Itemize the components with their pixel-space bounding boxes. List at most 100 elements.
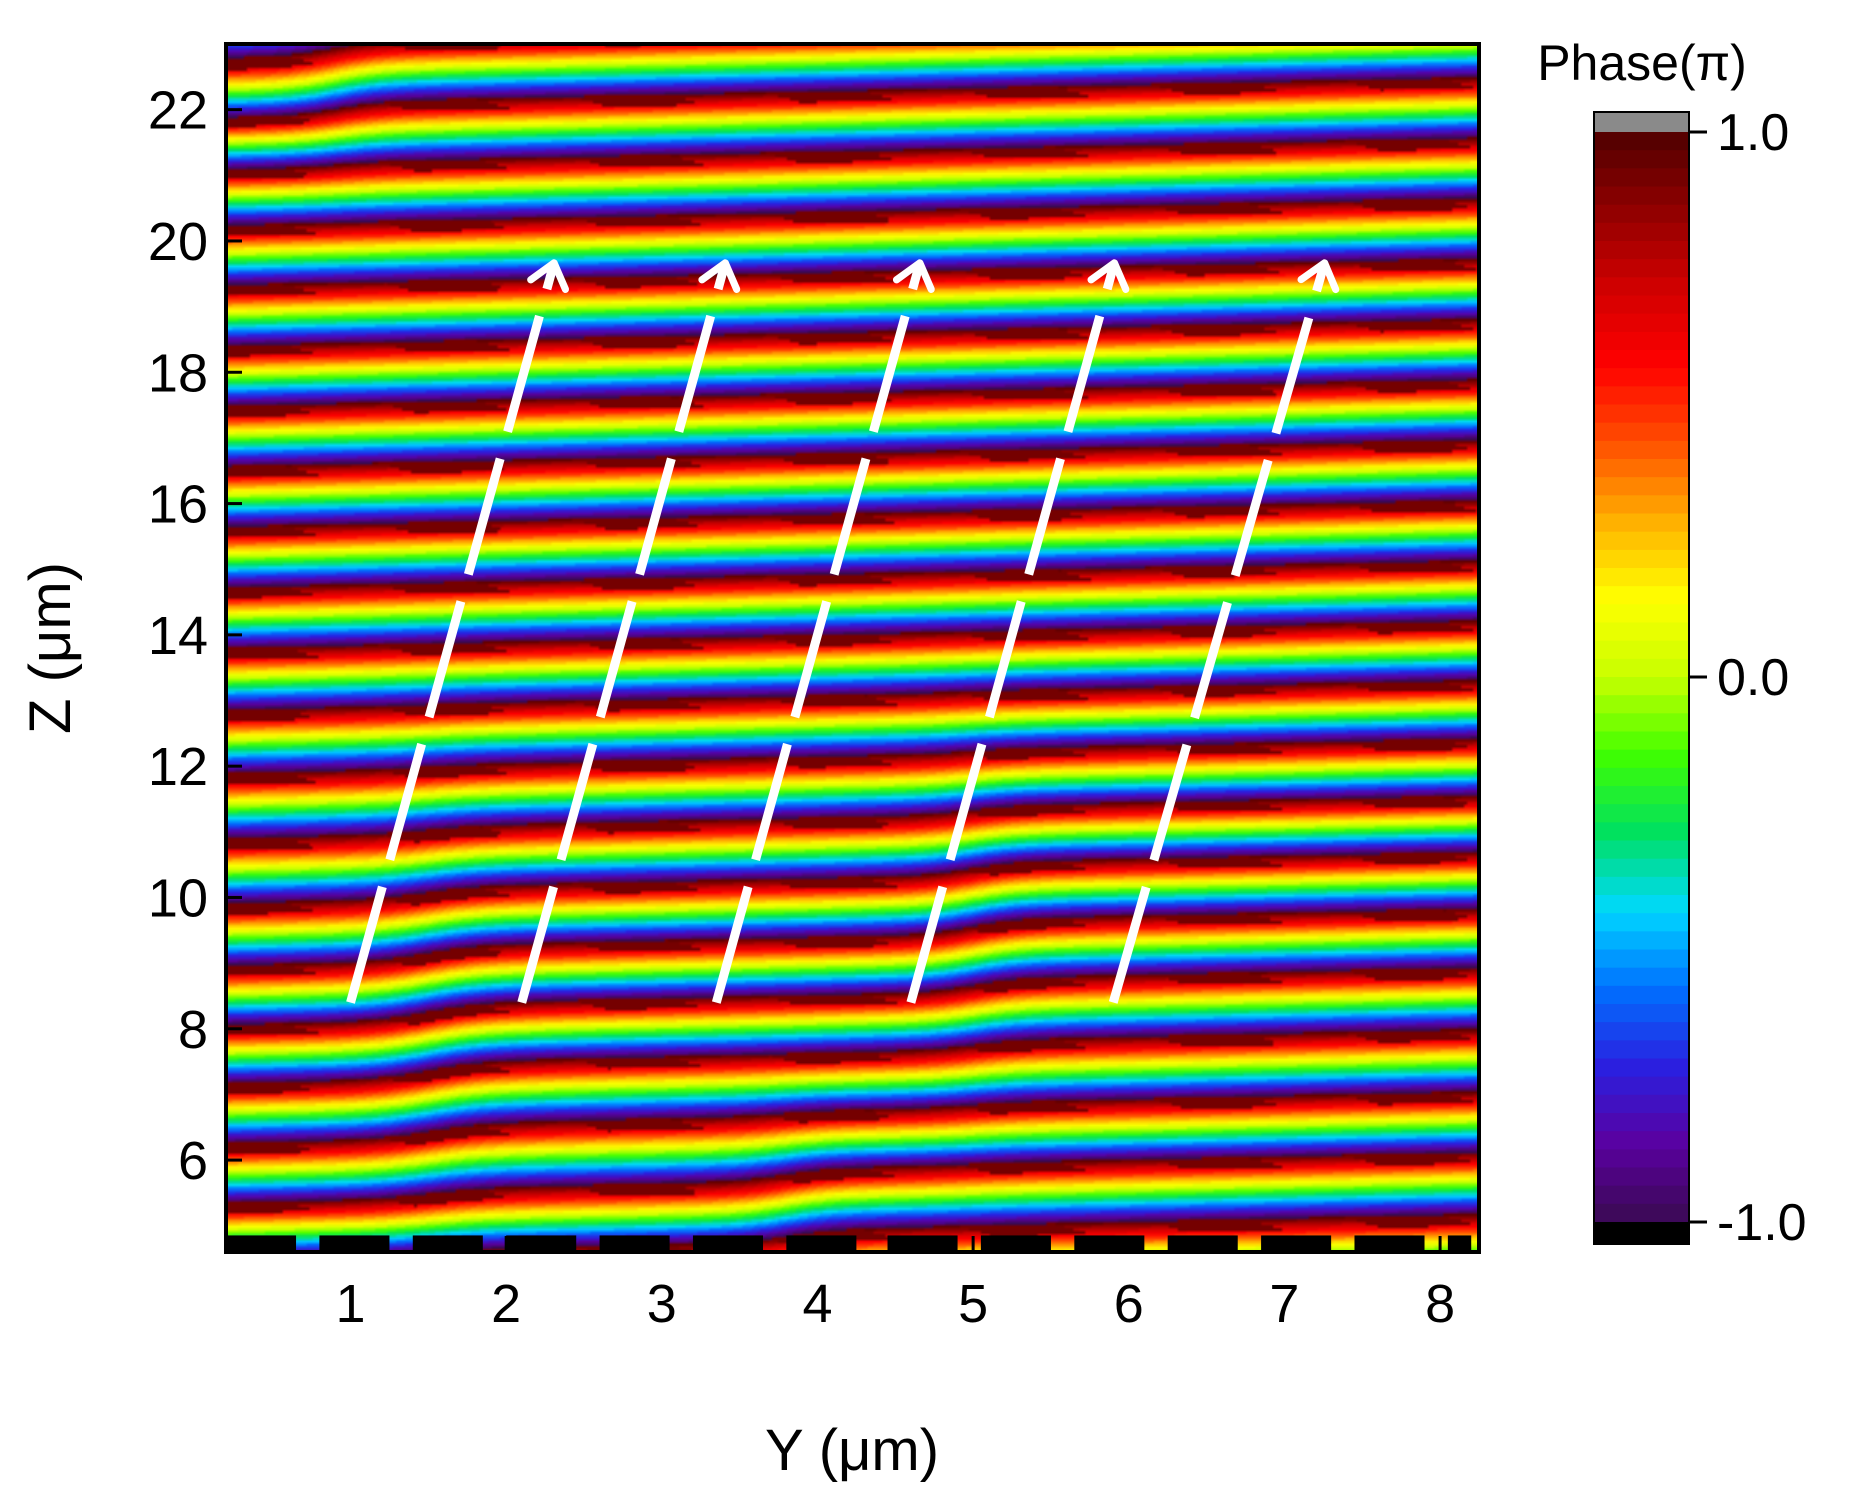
y-axis-ticks: 6 8 10 12 14 16 18 20 22: [148, 81, 242, 1191]
structure-segment: [506, 1235, 577, 1252]
x-tick-label: 6: [1114, 1274, 1144, 1334]
direction-arrows: [346, 259, 1340, 1004]
colorbar-step: [1594, 513, 1689, 533]
colorbar-step: [1594, 1040, 1689, 1060]
colorbar-tick-label: -1.0: [1717, 1194, 1807, 1252]
structure-segment: [1447, 1235, 1472, 1252]
x-tick-label: 1: [335, 1274, 365, 1334]
structure-segment: [1167, 1235, 1238, 1252]
structure-segment: [1261, 1235, 1332, 1252]
x-tick-label: 2: [491, 1274, 521, 1334]
colorbar-step: [1594, 168, 1689, 188]
colorbar-step: [1594, 150, 1689, 169]
colorbar-step: [1594, 495, 1689, 515]
colorbar-step: [1594, 931, 1689, 951]
plot-area: [226, 44, 1479, 1252]
y-tick-label: 22: [148, 81, 208, 141]
direction-arrow: [906, 259, 1130, 1004]
x-tick-label: 5: [958, 1274, 988, 1334]
structure-segment: [599, 1235, 670, 1252]
colorbar-step: [1594, 1058, 1689, 1078]
structure-segment: [692, 1235, 763, 1252]
colorbar-step: [1594, 241, 1689, 260]
colorbar-tick-label: 0.0: [1717, 649, 1789, 707]
x-tick-label: 3: [647, 1274, 677, 1334]
colorbar-title: Phase(π): [1537, 35, 1747, 91]
colorbar-step: [1594, 622, 1689, 642]
colorbar-step: [1594, 1094, 1689, 1114]
colorbar-step: [1594, 822, 1689, 842]
colorbar-step: [1594, 549, 1689, 569]
colorbar-step: [1594, 1004, 1689, 1023]
y-tick-label: 20: [148, 212, 208, 272]
colorbar-step: [1594, 895, 1689, 914]
colorbar-step: [1594, 767, 1689, 787]
colorbar-gradient: [1594, 132, 1689, 1223]
colorbar-step: [1594, 1203, 1689, 1223]
direction-arrow: [346, 259, 570, 1004]
colorbar-step: [1594, 1185, 1689, 1205]
structure-segment: [980, 1235, 1051, 1252]
structure-segment: [786, 1235, 857, 1252]
colorbar-step: [1594, 731, 1689, 751]
y-tick-label: 16: [148, 475, 208, 535]
colorbar-step: [1594, 985, 1689, 1005]
x-tick-label: 7: [1269, 1274, 1299, 1334]
colorbar-step: [1594, 1022, 1689, 1041]
colorbar-step: [1594, 658, 1689, 678]
colorbar-step: [1594, 386, 1689, 406]
plot-frame: [224, 42, 1481, 1254]
colorbar-step: [1594, 132, 1689, 151]
y-tick-label: 6: [178, 1131, 208, 1191]
colorbar-step: [1594, 350, 1689, 369]
colorbar-step: [1594, 477, 1689, 496]
phase-heatmap: [226, 44, 1479, 1252]
colorbar-step: [1594, 1076, 1689, 1096]
structure-segment: [1354, 1235, 1425, 1252]
x-axis-ticks: 1 2 3 4 5 6 7 8: [335, 1236, 1455, 1334]
x-tick-label: 4: [802, 1274, 832, 1334]
colorbar-step: [1594, 422, 1689, 442]
colorbar-step: [1594, 440, 1689, 460]
colorbar-step: [1594, 713, 1689, 733]
colorbar-step: [1594, 876, 1689, 896]
structure-segment: [412, 1235, 483, 1252]
colorbar-step: [1594, 459, 1689, 478]
colorbar-step: [1594, 695, 1689, 714]
colorbar-step: [1594, 804, 1689, 823]
colorbar-step: [1594, 858, 1689, 878]
y-tick-label: 12: [148, 737, 208, 797]
colorbar-step: [1594, 913, 1689, 932]
structure-band: [226, 1235, 1472, 1252]
colorbar-step: [1594, 222, 1689, 242]
colorbar-step: [1594, 1167, 1689, 1187]
direction-arrow: [711, 259, 935, 1004]
colorbar-step: [1594, 368, 1689, 387]
colorbar-step: [1594, 840, 1689, 860]
y-tick-label: 10: [148, 868, 208, 928]
colorbar-step: [1594, 204, 1689, 224]
colorbar-step: [1594, 313, 1689, 333]
y-tick-label: 18: [148, 343, 208, 403]
colorbar-step: [1594, 277, 1689, 297]
direction-arrow: [1108, 259, 1340, 1004]
structure-segment: [887, 1235, 958, 1252]
colorbar-step: [1594, 568, 1689, 587]
y-tick-label: 14: [148, 606, 208, 666]
direction-arrow: [517, 259, 741, 1004]
y-tick-label: 8: [178, 1000, 208, 1060]
y-axis-title: Z (μm): [18, 562, 83, 734]
colorbar-tick-label: 1.0: [1717, 104, 1789, 162]
colorbar-step: [1594, 786, 1689, 805]
colorbar-ticks: 1.0 0.0 -1.0: [1689, 104, 1807, 1252]
colorbar-step: [1594, 186, 1689, 206]
colorbar-step: [1594, 295, 1689, 315]
x-tick-label: 8: [1425, 1274, 1455, 1334]
structure-segment: [319, 1235, 390, 1252]
colorbar-step: [1594, 1131, 1689, 1150]
colorbar-step: [1594, 586, 1689, 605]
colorbar-step: [1594, 640, 1689, 660]
structure-segment: [1074, 1235, 1145, 1252]
colorbar-step: [1594, 749, 1689, 769]
